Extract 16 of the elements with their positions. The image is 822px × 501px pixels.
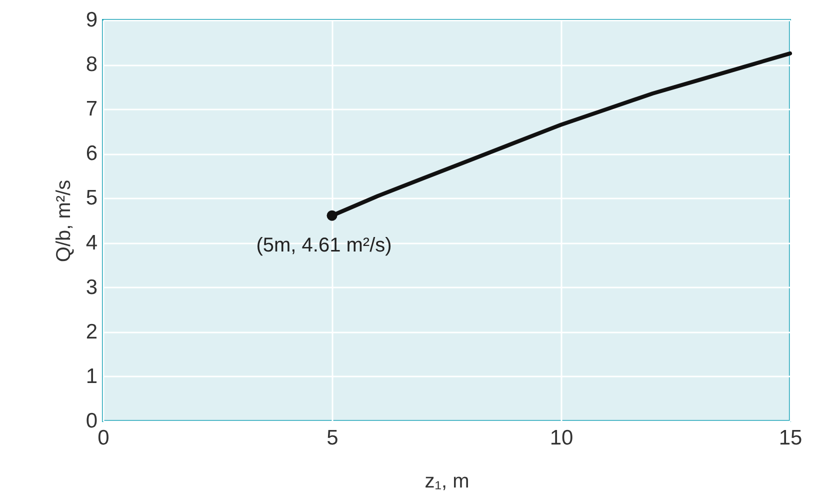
y-tick-label: 1 [86,364,98,388]
x-axis-title: z₁, m [424,470,470,492]
y-tick-label: 4 [86,231,98,254]
y-tick-label: 3 [86,276,98,299]
y-tick-label: 8 [86,53,98,76]
x-tick-label: 10 [550,426,574,450]
y-tick-label: 0 [86,410,98,432]
x-tick-label: 15 [778,426,802,450]
annotation: (5m, 4.61 m²/s) [256,234,392,257]
x-tick-label: 5 [326,426,338,450]
y-axis-title: Q/b, m²/s [52,180,75,262]
y-tick-label: 5 [86,186,98,210]
y-tick-label: 2 [86,320,98,344]
y-tick-label: 6 [86,142,98,166]
y-tick-label: 7 [86,98,98,121]
y-tick-label: 9 [86,8,98,32]
